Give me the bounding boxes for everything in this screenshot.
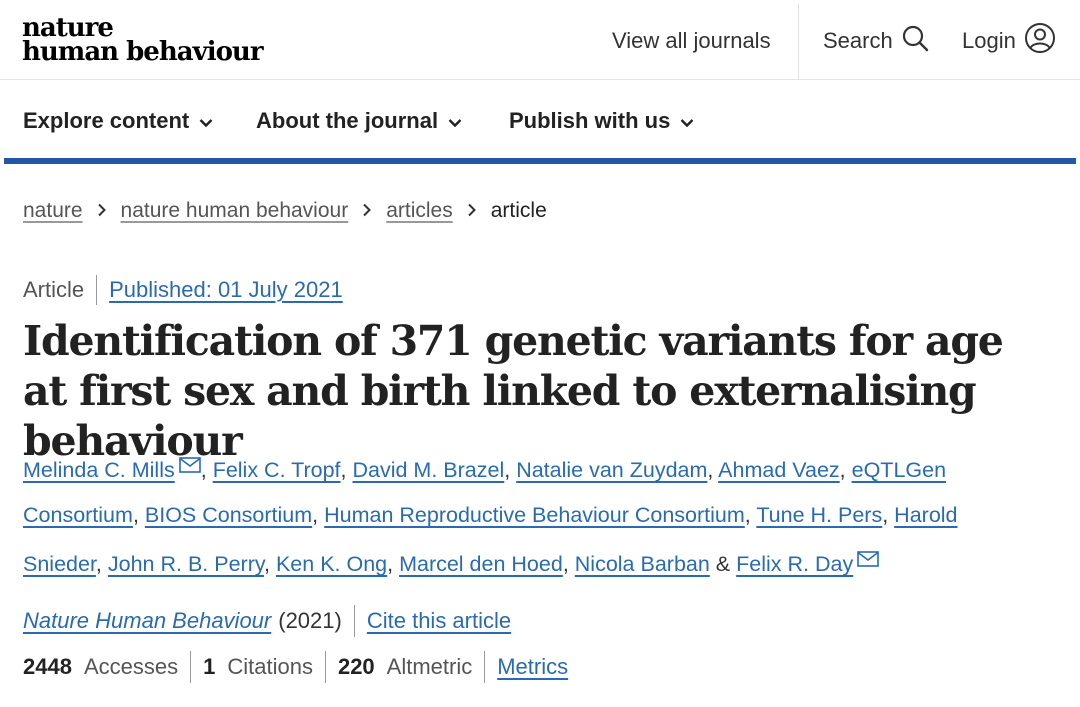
chevron-right-icon [362,199,372,223]
breadcrumb-link-nature[interactable]: nature [23,199,83,223]
author-link[interactable]: Ahmad Vaez [718,458,840,482]
article-type: Article [23,277,84,303]
author-link[interactable]: Nicola Barban [575,552,710,576]
author-ampersand: & [716,552,730,576]
author-link[interactable]: Felix C. Tropf [213,458,341,482]
breadcrumb-link-journal[interactable]: nature human behaviour [121,199,349,223]
author-link[interactable]: Human Reproductive Behaviour Consortium [324,503,745,527]
nav-item-label: Explore content [23,108,189,134]
divider [484,651,485,683]
search-icon [893,24,929,58]
citations-label: Citations [227,654,313,680]
author-link[interactable]: Natalie van Zuydam [516,458,707,482]
breadcrumb-link-articles[interactable]: articles [386,199,453,223]
citations-count: 1 [203,654,215,680]
author-link[interactable]: Marcel den Hoed [399,552,563,576]
divider [190,651,191,683]
metrics-link[interactable]: Metrics [497,654,568,680]
author-link[interactable]: Melinda C. Mills [23,458,175,482]
altmetric-label: Altmetric [387,654,473,680]
journal-name-link[interactable]: Nature Human Behaviour [23,608,271,634]
chevron-down-icon [670,108,694,134]
author-link[interactable]: John R. B. Perry [108,552,264,576]
user-icon [1016,22,1056,60]
published-date-link[interactable]: Published: 01 July 2021 [109,277,343,303]
login-label: Login [962,28,1016,54]
article-meta: Article Published: 01 July 2021 [23,274,343,306]
nav-publish-with-us[interactable]: Publish with us [509,106,694,136]
chevron-down-icon [438,108,462,134]
breadcrumb-current: article [491,199,547,223]
cite-this-article-link[interactable]: Cite this article [367,608,511,634]
site-header: nature human behaviour View all journals… [0,0,1080,80]
search-button[interactable]: Search [823,26,929,56]
breadcrumb: nature nature human behaviour articles a… [23,196,547,226]
accesses-label: Accesses [84,654,178,680]
divider [325,651,326,683]
journal-logo[interactable]: nature human behaviour [22,16,263,64]
chevron-down-icon [189,108,213,134]
accesses-count: 2448 [23,654,72,680]
divider [96,275,97,305]
mail-icon[interactable] [857,538,879,583]
nav-item-label: Publish with us [509,108,670,134]
nav-item-label: About the journal [256,108,438,134]
nav-explore-content[interactable]: Explore content [23,106,213,136]
logo-line-2: human behaviour [22,40,263,64]
view-all-journals-label: View all journals [612,28,771,54]
mail-icon[interactable] [179,444,201,489]
author-list: Melinda C. Mills, Felix C. Tropf, David … [23,444,1023,587]
nav-accent-bar [4,158,1076,164]
altmetric-count: 220 [338,654,375,680]
header-divider [798,4,799,80]
author-link[interactable]: David M. Brazel [352,458,504,482]
nav-about-the-journal[interactable]: About the journal [256,106,462,136]
author-link[interactable]: Ken K. Ong [276,552,387,576]
author-link[interactable]: Felix R. Day [736,552,853,576]
chevron-right-icon [97,199,107,223]
divider [354,605,355,637]
view-all-journals-link[interactable]: View all journals [612,26,771,56]
publication-year: (2021) [278,608,342,634]
login-button[interactable]: Login [962,26,1056,56]
article-metrics: 2448 Accesses 1 Citations 220 Altmetric … [23,650,568,684]
search-label: Search [823,28,893,54]
citation-line: Nature Human Behaviour (2021) Cite this … [23,604,511,638]
chevron-right-icon [467,199,477,223]
author-link[interactable]: BIOS Consortium [145,503,312,527]
author-link[interactable]: Tune H. Pers [756,503,882,527]
